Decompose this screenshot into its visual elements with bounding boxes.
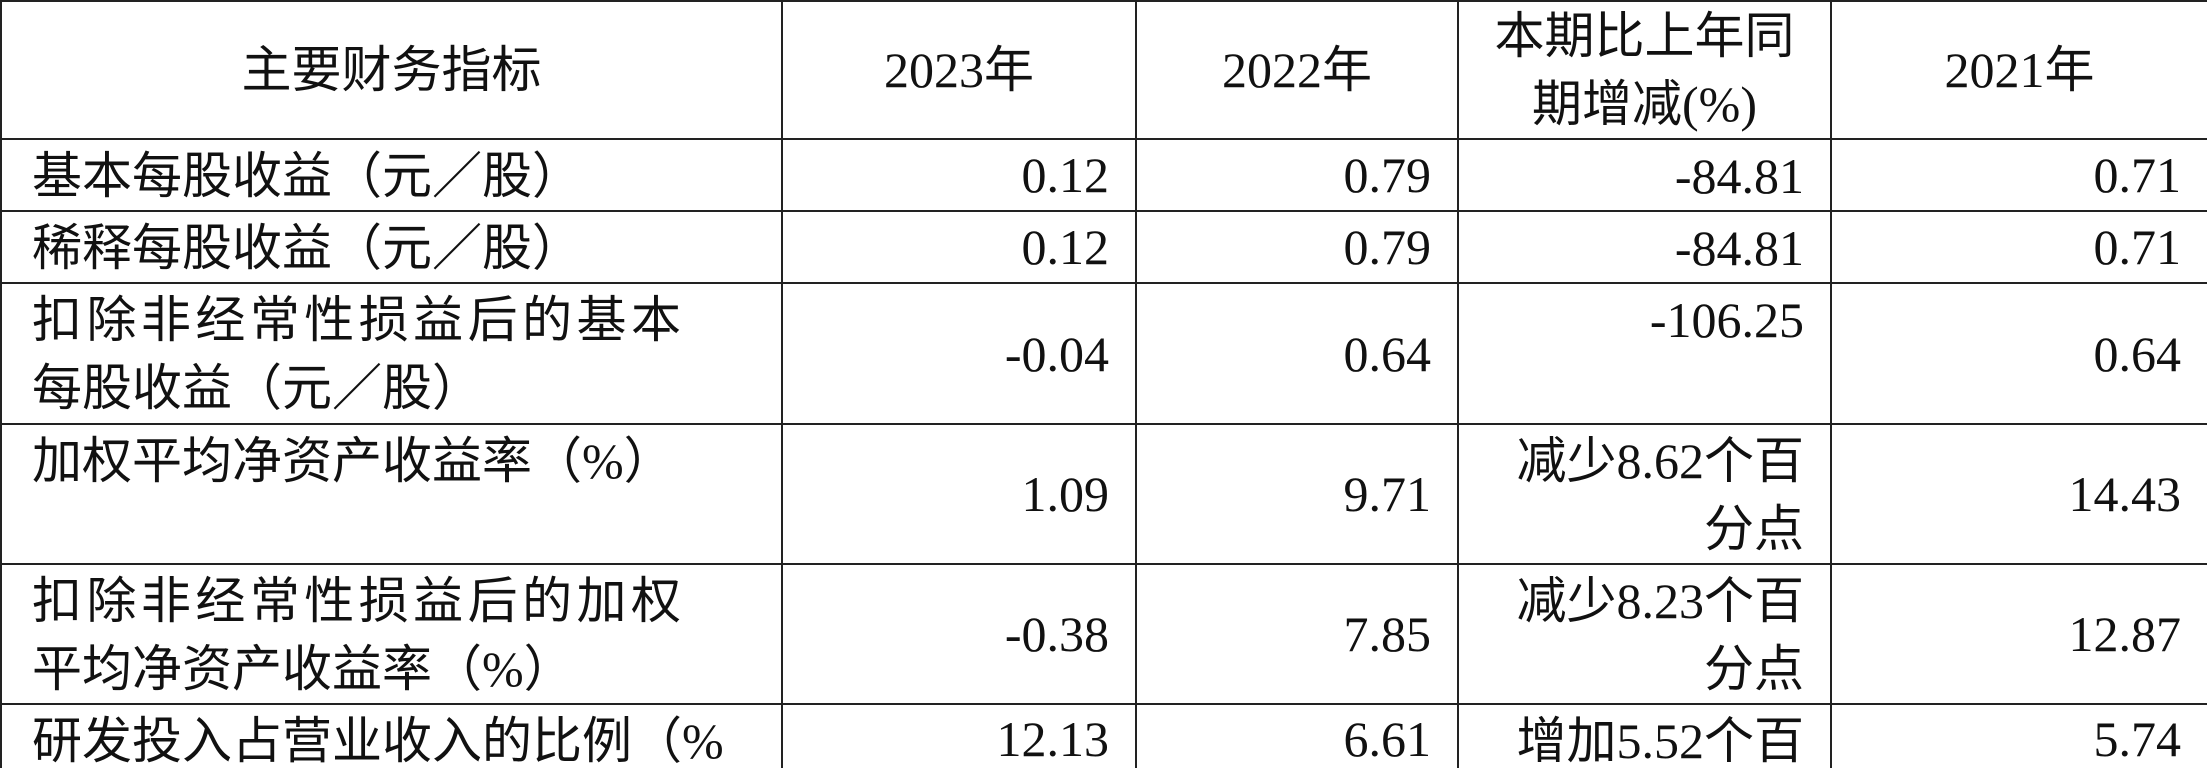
value-cell: 9.71	[1135, 423, 1459, 565]
value-cell: 5.74	[1830, 703, 2207, 768]
header-row: 主要财务指标 2023年 2022年 本期比上年同期增减(%) 2021年	[0, 0, 2207, 140]
row-label: 稀释每股收益（元／股）	[0, 210, 783, 284]
table-row: 稀释每股收益（元／股） 0.12 0.79 -84.81 0.71	[0, 210, 2207, 284]
row-label: 研发投入占营业收入的比例（%	[0, 703, 783, 768]
header-cell: 主要财务指标	[0, 0, 783, 140]
value-cell: 6.61	[1135, 703, 1459, 768]
value-cell: -0.04	[781, 282, 1137, 425]
header-cell: 2021年	[1830, 0, 2207, 140]
value-cell: 0.79	[1135, 138, 1459, 212]
value-cell: -106.25	[1457, 282, 1832, 425]
value-cell: 0.12	[781, 210, 1137, 284]
header-cell: 2023年	[781, 0, 1137, 140]
value-cell: 0.12	[781, 138, 1137, 212]
value-cell: 减少8.23个百分点	[1457, 563, 1832, 705]
table-row: 研发投入占营业收入的比例（% 12.13 6.61 增加5.52个百 5.74	[0, 703, 2207, 768]
value-cell: 0.71	[1830, 138, 2207, 212]
value-cell: 0.71	[1830, 210, 2207, 284]
value-cell: 12.13	[781, 703, 1137, 768]
value-cell: -84.81	[1457, 138, 1832, 212]
table-row: 加权平均净资产收益率（%） 1.09 9.71 减少8.62个百分点 14.43	[0, 423, 2207, 565]
row-label: 扣除非经常性损益后的基本每股收益（元／股）	[0, 282, 783, 425]
value-cell: 7.85	[1135, 563, 1459, 705]
table-row: 扣除非经常性损益后的加权平均净资产收益率（%） -0.38 7.85 减少8.23个百…	[0, 563, 2207, 705]
value-cell: -0.38	[781, 563, 1137, 705]
value-cell: 14.43	[1830, 423, 2207, 565]
value-cell: 0.64	[1135, 282, 1459, 425]
value-cell: 0.64	[1830, 282, 2207, 425]
header-cell: 本期比上年同期增减(%)	[1457, 0, 1832, 140]
table-row: 扣除非经常性损益后的基本每股收益（元／股） -0.04 0.64 -106.25 0.6…	[0, 282, 2207, 425]
header-cell: 2022年	[1135, 0, 1459, 140]
value-cell: 1.09	[781, 423, 1137, 565]
value-cell: 增加5.52个百	[1457, 703, 1832, 768]
value-cell: 12.87	[1830, 563, 2207, 705]
value-cell: -84.81	[1457, 210, 1832, 284]
row-label: 加权平均净资产收益率（%）	[0, 423, 783, 565]
row-label: 基本每股收益（元／股）	[0, 138, 783, 212]
row-label: 扣除非经常性损益后的加权平均净资产收益率（%）	[0, 563, 783, 705]
value-cell: 减少8.62个百分点	[1457, 423, 1832, 565]
value-cell: 0.79	[1135, 210, 1459, 284]
table-row: 基本每股收益（元／股） 0.12 0.79 -84.81 0.71	[0, 138, 2207, 212]
